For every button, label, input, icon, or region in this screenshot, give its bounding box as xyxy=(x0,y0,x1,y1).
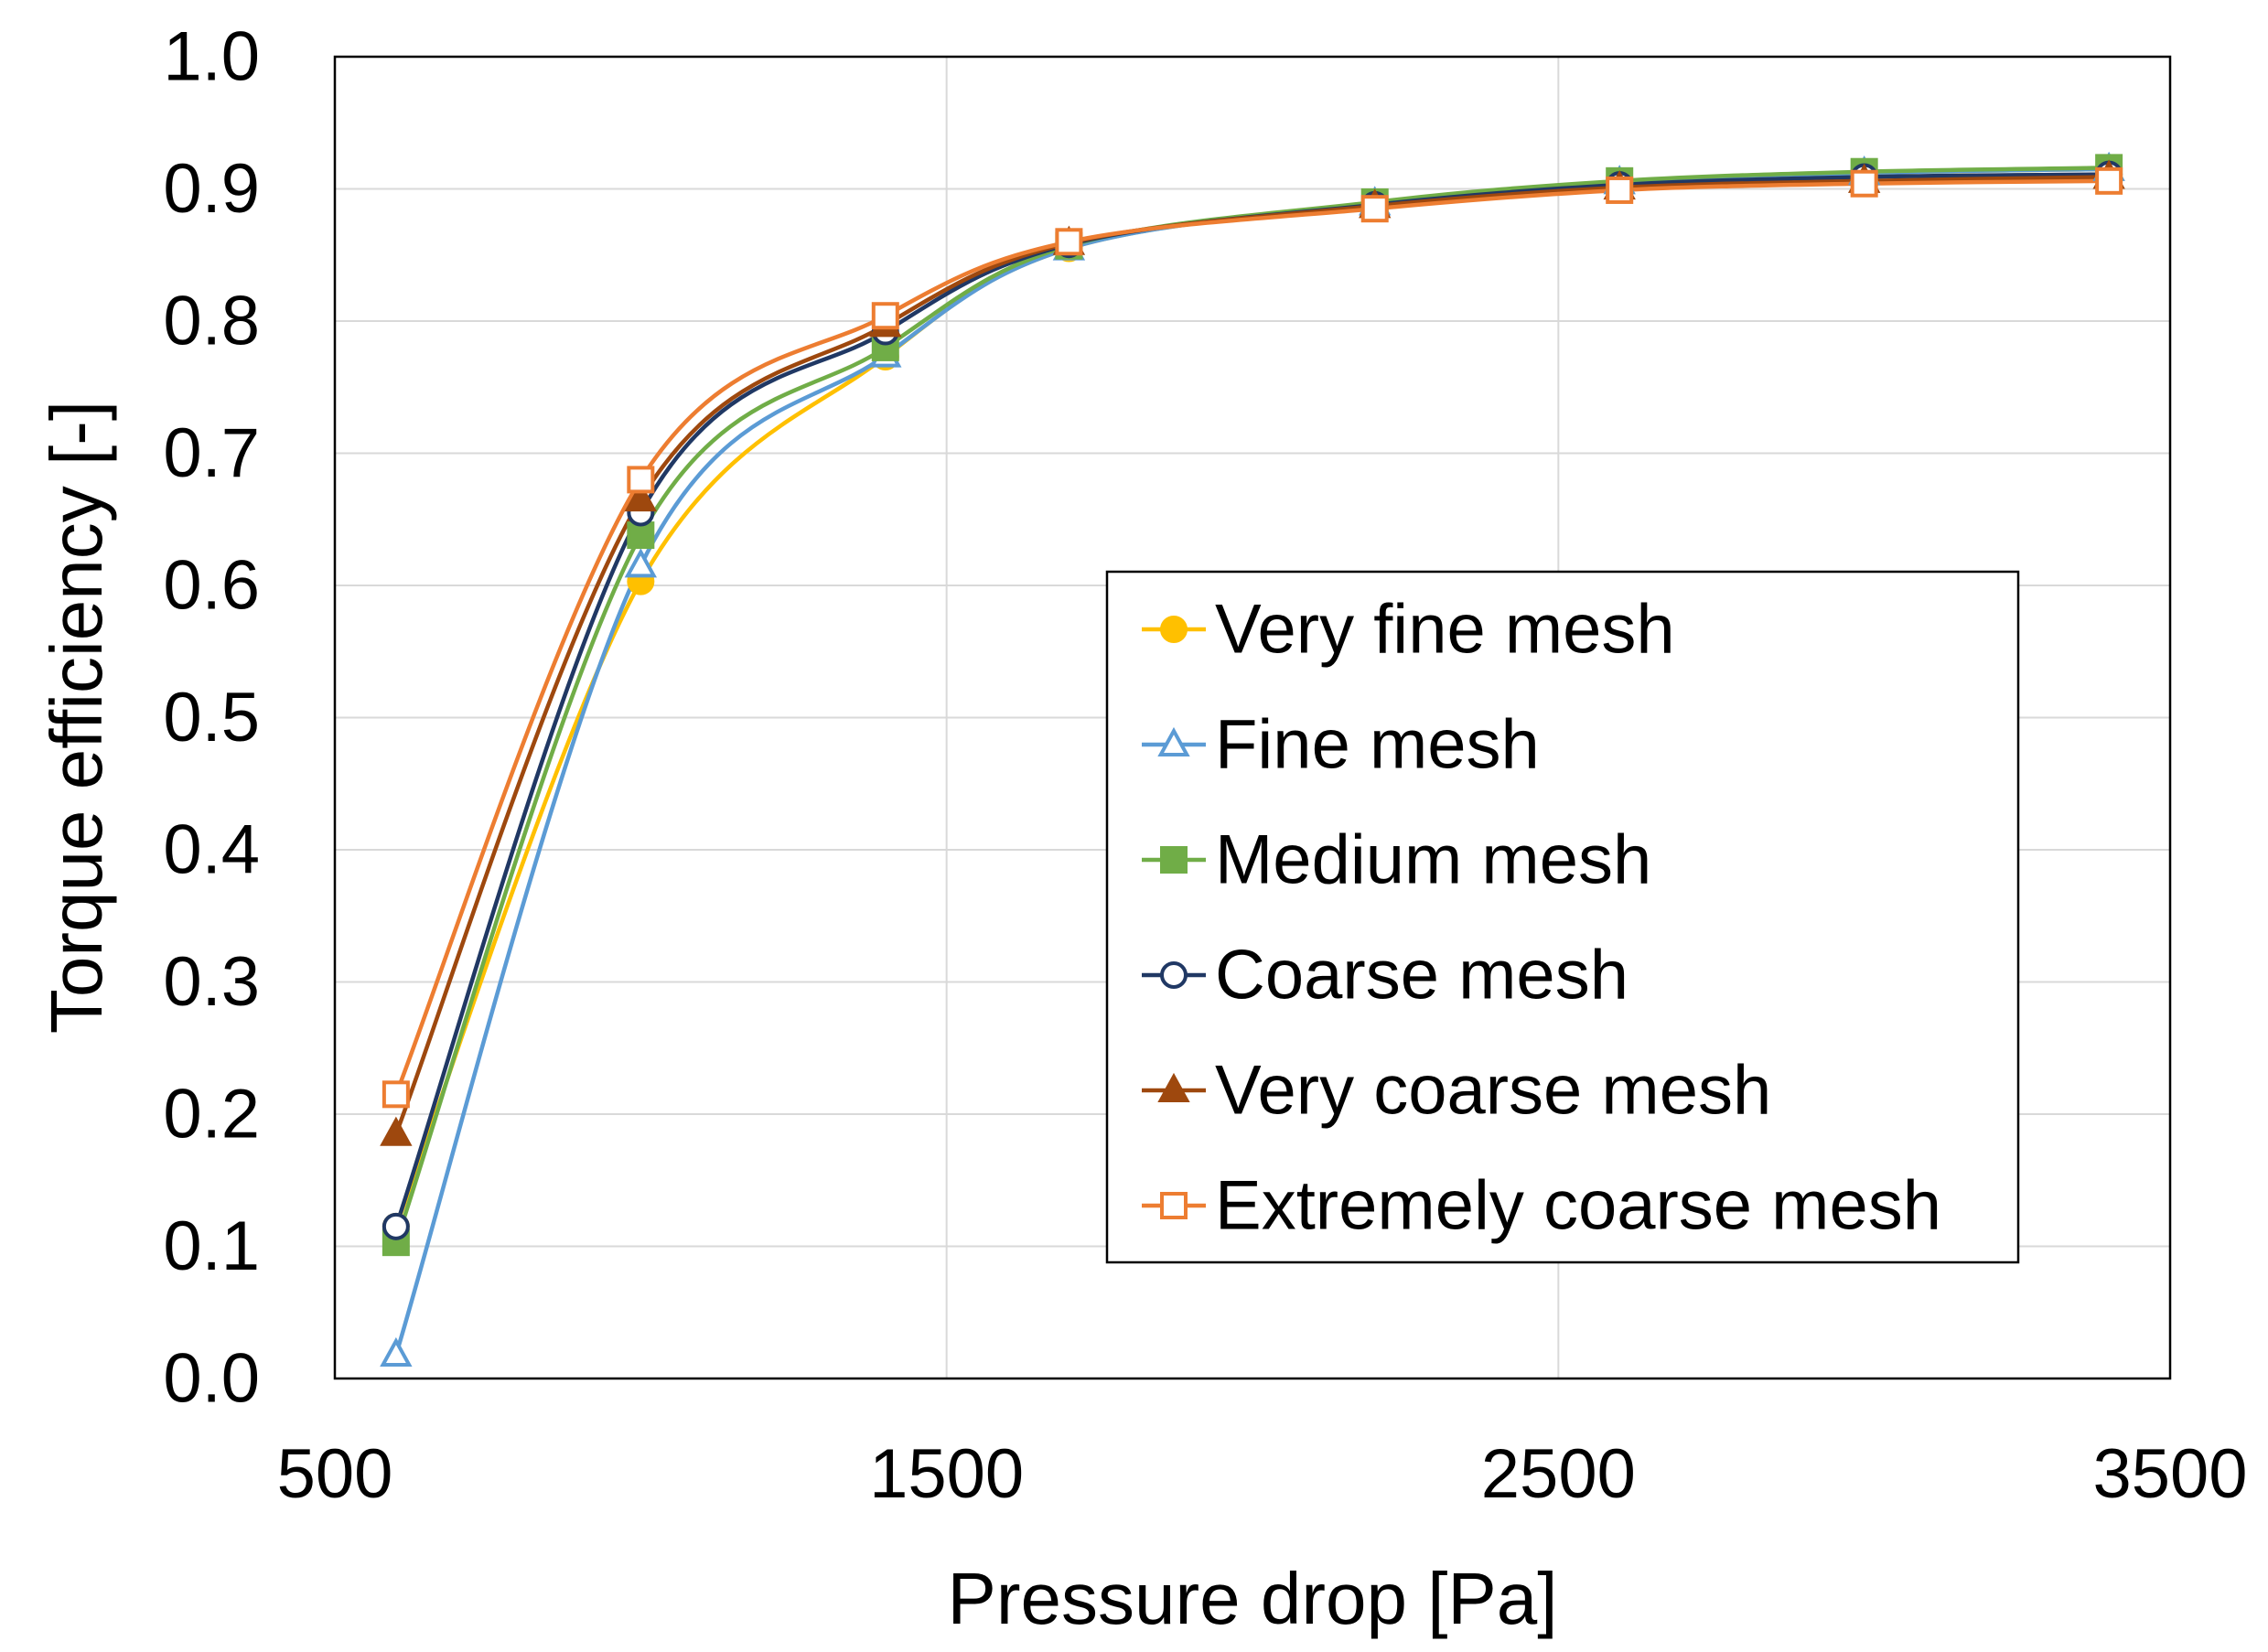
series-line xyxy=(393,178,2110,1096)
legend-box xyxy=(1105,570,2020,1264)
y-tick-label: 0.1 xyxy=(163,1207,260,1285)
data-point xyxy=(624,548,658,578)
data-point xyxy=(380,1116,413,1146)
x-axis-title: Pressure drop [Pa] xyxy=(948,1558,1558,1639)
legend-swatch-marker xyxy=(1160,961,1188,989)
y-tick-label: 0.4 xyxy=(163,811,260,889)
x-tick-label: 1500 xyxy=(869,1435,1024,1513)
legend-entry: Very coarse mesh xyxy=(1142,1052,1771,1130)
data-point xyxy=(1850,169,1878,198)
data-point xyxy=(380,1336,413,1368)
legend-swatch-marker xyxy=(1160,616,1188,643)
legend-label: Coarse mesh xyxy=(1215,937,1628,1014)
legend-swatch-marker xyxy=(1157,726,1190,757)
legend-swatch-marker xyxy=(1157,1072,1190,1103)
x-tick-label: 3500 xyxy=(2092,1435,2247,1513)
data-point xyxy=(382,1080,410,1109)
x-tick-label: 500 xyxy=(277,1435,393,1513)
legend-entry: Coarse mesh xyxy=(1142,937,1628,1014)
y-tick-label: 0.5 xyxy=(163,679,260,756)
data-point xyxy=(1606,176,1634,204)
y-tick-label: 0.6 xyxy=(163,547,260,625)
series-markers xyxy=(382,166,2123,1109)
x-tick-label: 2500 xyxy=(1481,1435,1636,1513)
series-extremely-coarse-mesh xyxy=(393,178,2110,1096)
data-point xyxy=(627,521,655,550)
legend-label: Medium mesh xyxy=(1215,821,1651,899)
y-tick-label: 1.0 xyxy=(163,18,260,96)
data-point xyxy=(627,466,655,494)
y-tick-label: 0.0 xyxy=(163,1340,260,1418)
data-point xyxy=(1360,195,1389,223)
data-point xyxy=(1055,228,1083,256)
data-point xyxy=(382,1212,410,1240)
legend-entry: Medium mesh xyxy=(1142,821,1651,899)
y-tick-label: 0.8 xyxy=(163,283,260,360)
legend-swatch-marker xyxy=(1160,846,1188,874)
data-point xyxy=(624,481,658,512)
legend: Very fine mesh Fine mesh Medium mesh Coarse… xyxy=(1105,570,2020,1264)
legend-swatch-marker xyxy=(1160,1192,1188,1219)
data-point xyxy=(871,302,899,330)
legend-entry: Fine mesh xyxy=(1142,706,1540,784)
y-tick-label: 0.2 xyxy=(163,1076,260,1153)
tick-labels: 0.0 0.1 0.2 0.3 0.4 0.5 0.6 0.7 0.8 0.9 1.0 500 1500… xyxy=(163,18,2247,1514)
y-axis-title: Torque efficiency [-] xyxy=(36,401,117,1034)
legend-label: Very fine mesh xyxy=(1215,591,1675,669)
plot-area-frame xyxy=(333,55,2172,1380)
y-tick-label: 0.7 xyxy=(163,414,260,492)
legend-label: Fine mesh xyxy=(1215,706,1540,784)
legend-entry: Very fine mesh xyxy=(1142,591,1675,669)
legend-label: Very coarse mesh xyxy=(1215,1052,1771,1130)
data-point xyxy=(2095,166,2123,195)
y-tick-label: 0.9 xyxy=(163,150,260,228)
legend-entry: Extremely coarse mesh xyxy=(1142,1167,1941,1245)
series-lines xyxy=(380,151,2125,1368)
legend-label: Extremely coarse mesh xyxy=(1215,1167,1941,1245)
y-tick-label: 0.3 xyxy=(163,943,260,1021)
